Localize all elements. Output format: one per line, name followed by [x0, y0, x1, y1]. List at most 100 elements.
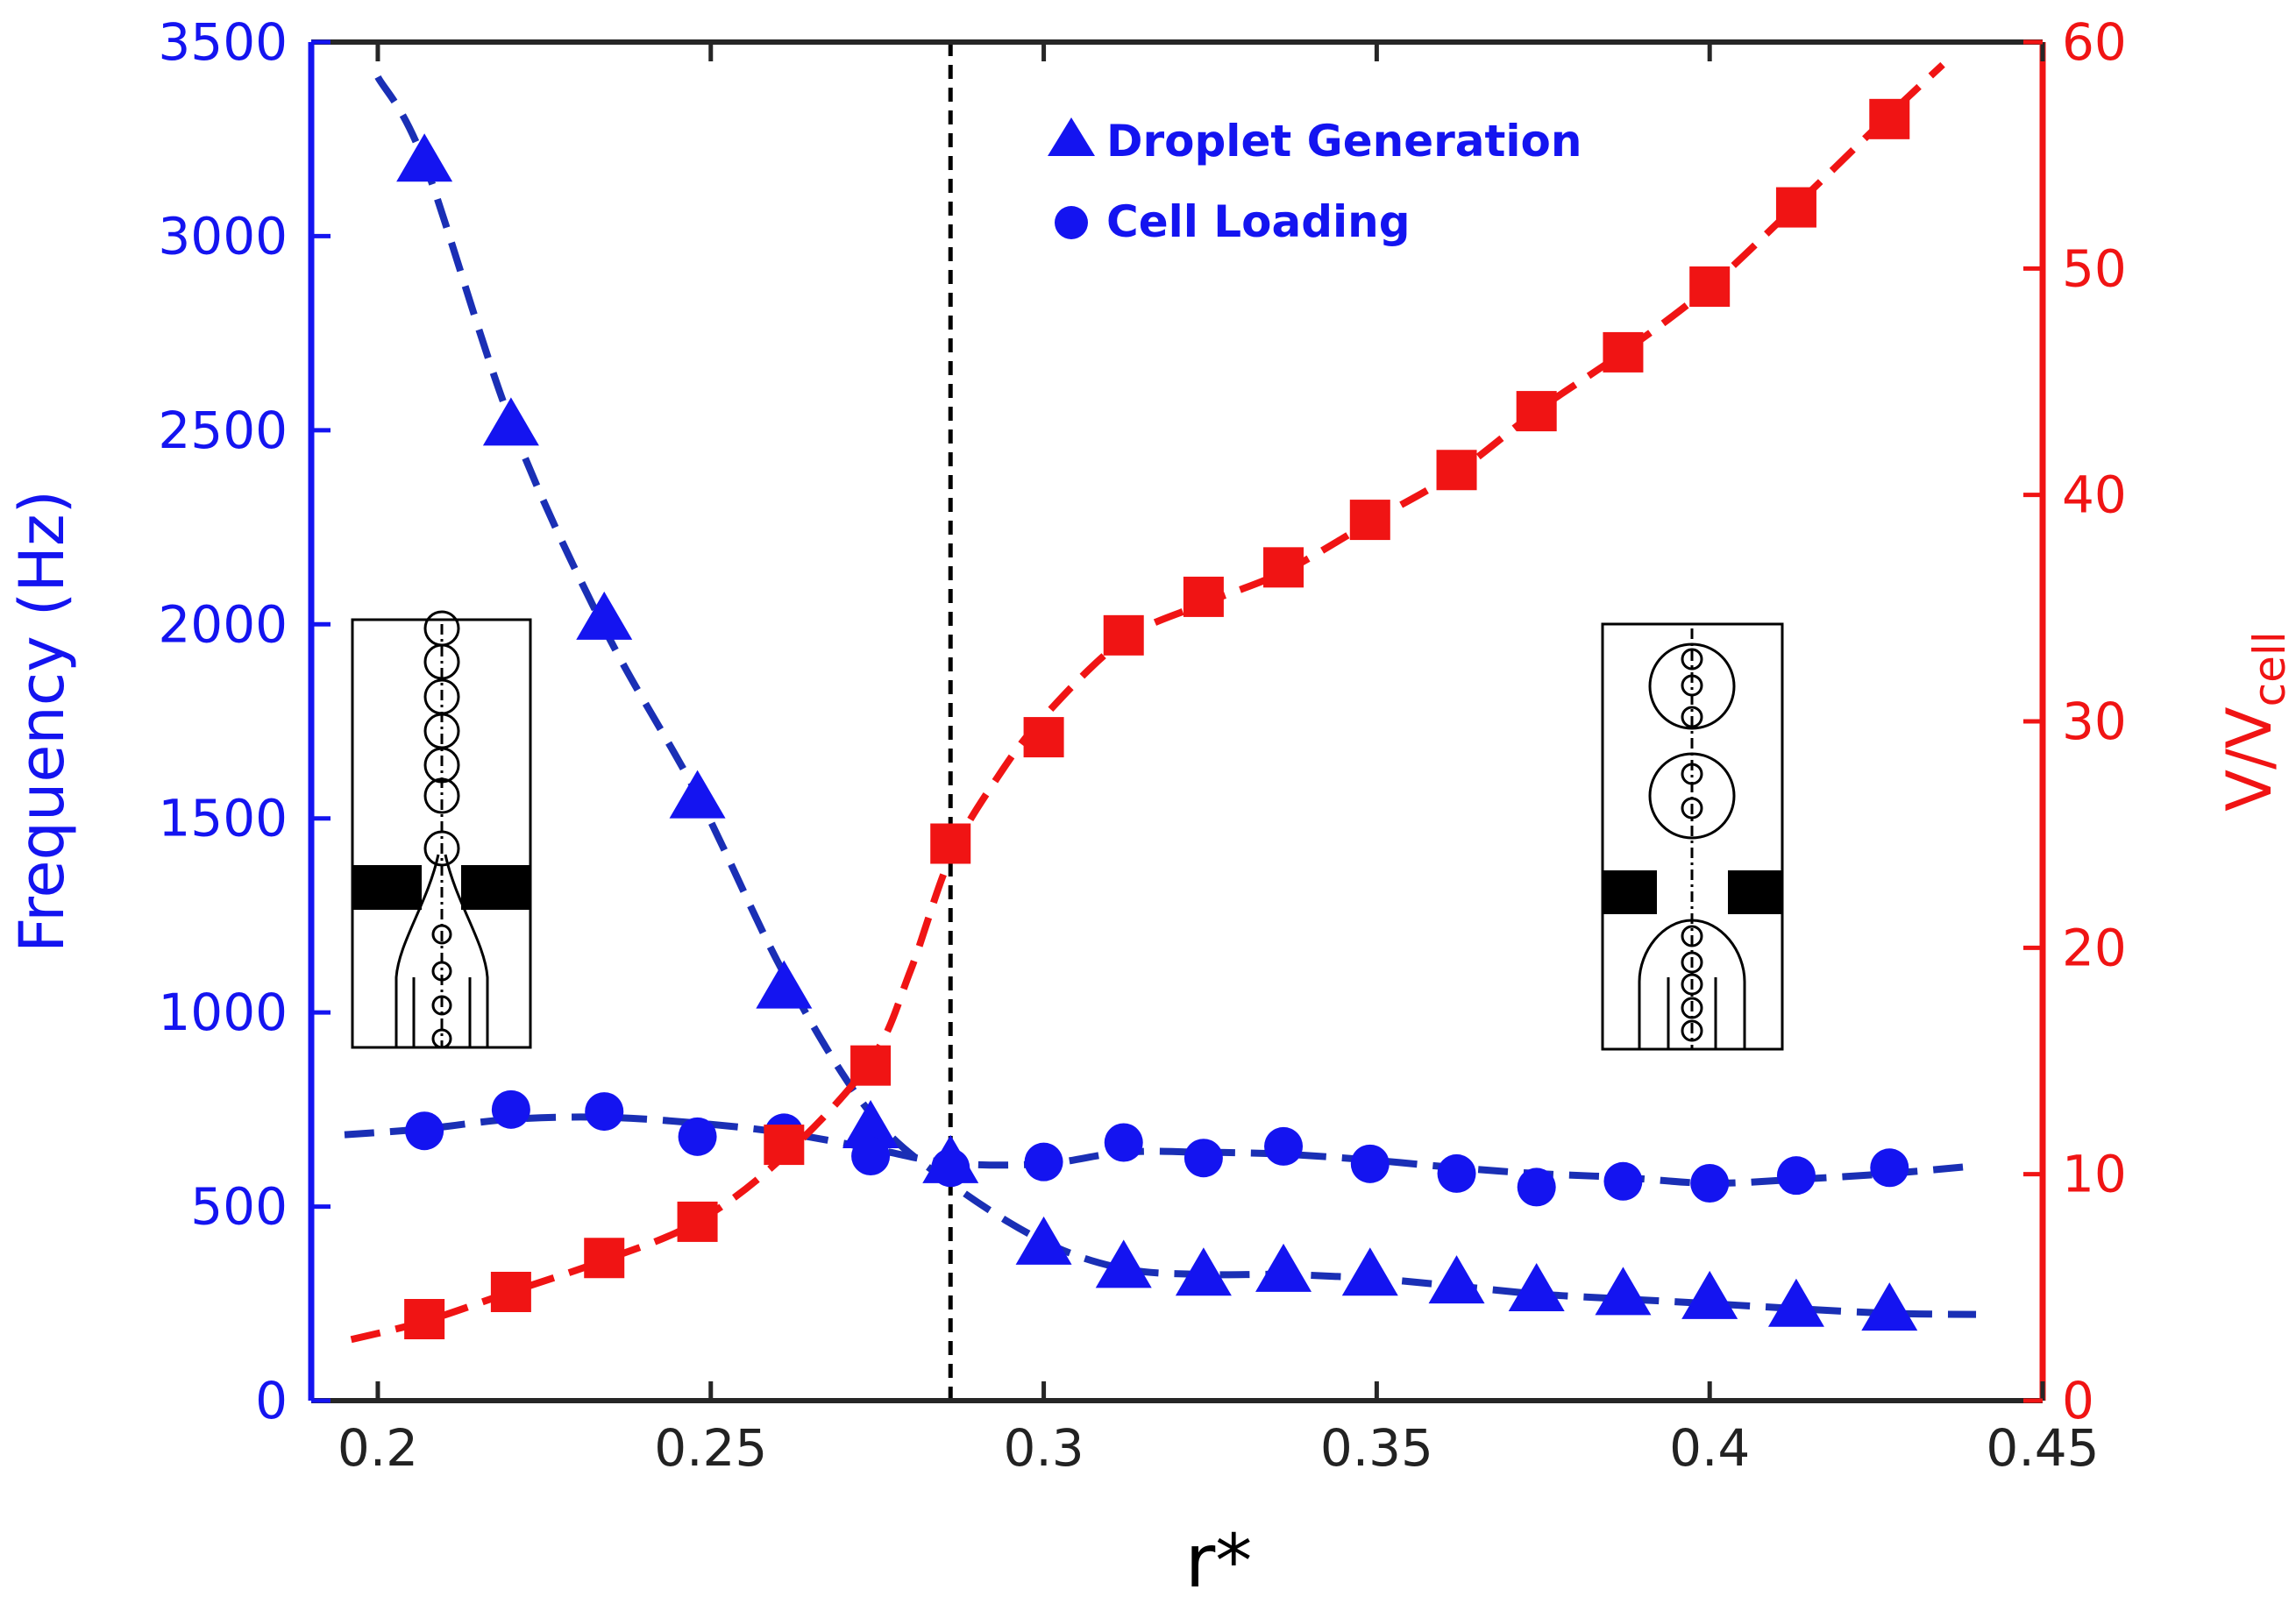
y-left-tick-label: 2000 — [158, 594, 288, 654]
legend-circle-marker — [1055, 206, 1088, 239]
left-inset-nozzle-right — [444, 854, 489, 1047]
y-right-tick-label: 20 — [2062, 918, 2127, 977]
right-inset-cell — [1681, 951, 1703, 974]
left-inset-droplet — [423, 830, 460, 867]
droplet-generation-point — [1015, 1216, 1072, 1265]
cell-loading-point — [491, 1089, 530, 1129]
left-inset-nozzle-left — [395, 854, 440, 1047]
y-right-axis-title: V/Vcell — [2214, 631, 2295, 811]
left-inset-constriction-left — [352, 865, 422, 910]
y-right-axis-title-subscript: cell — [2244, 631, 2295, 706]
y-left-tick-label: 3000 — [158, 206, 288, 266]
right-inset-constriction-right — [1728, 870, 1782, 914]
left-inset-cell — [431, 924, 452, 945]
droplet-generation-point — [1861, 1282, 1918, 1331]
volume-ratio-point — [1516, 391, 1557, 432]
x-tick-label: 0.25 — [654, 1418, 767, 1478]
left-inset-droplet — [423, 643, 460, 680]
droplet-generation-point — [396, 133, 453, 182]
volume-ratio-point — [1023, 717, 1064, 758]
y-left-axis-title: Frequency (Hz) — [6, 490, 78, 953]
y-right-tick-label: 0 — [2062, 1371, 2094, 1430]
volume-ratio-point — [584, 1238, 625, 1279]
y-left-tick-label: 3500 — [158, 12, 288, 72]
y-right-tick-labels: 0 10 20 30 40 50 60 — [2062, 12, 2127, 1430]
cell-loading-point — [1350, 1144, 1390, 1183]
cell-loading-point — [1437, 1153, 1476, 1193]
right-inset-droplet — [1648, 752, 1736, 840]
droplet-generation-point — [842, 1100, 899, 1148]
volume-ratio-point — [404, 1299, 445, 1339]
left-inset-cell — [431, 995, 452, 1016]
left-inset-droplet — [423, 777, 460, 814]
droplet-generation-point — [1595, 1267, 1652, 1316]
left-inset-droplet — [423, 747, 460, 784]
right-inset-cell — [1681, 973, 1703, 996]
volume-ratio-point — [764, 1125, 805, 1166]
y-right-tick-label: 50 — [2062, 238, 2127, 298]
cell-loading-point — [585, 1092, 624, 1132]
right-inset-constriction-left — [1603, 870, 1657, 914]
x-tick-labels: 0.2 0.25 0.3 0.35 0.4 0.45 — [338, 1418, 2100, 1478]
droplet-generation-point — [1508, 1263, 1565, 1311]
droplet-generation-point — [1767, 1278, 1824, 1327]
cell-loading-point — [851, 1137, 891, 1175]
y-right-tick-label: 10 — [2062, 1145, 2127, 1204]
y-left-tick-label: 2500 — [158, 401, 288, 460]
droplet-generation-point — [1341, 1247, 1398, 1296]
x-tick-label: 0.4 — [1669, 1418, 1750, 1478]
cell-loading-point — [1776, 1156, 1816, 1196]
right-inset-cell — [1681, 674, 1703, 697]
right-inset-cell — [1681, 925, 1703, 947]
x-tick-label: 0.35 — [1320, 1418, 1433, 1478]
volume-ratio-point — [1689, 266, 1731, 307]
droplet-generation-point — [1255, 1243, 1312, 1292]
right-inset-cell — [1681, 797, 1703, 820]
legend-triangle-marker — [1048, 117, 1095, 156]
right-inset-schematic — [1601, 622, 1784, 1051]
cell-loading-point — [1690, 1164, 1730, 1203]
right-inset-cell — [1681, 763, 1703, 785]
right-inset-nozzle — [1638, 919, 1746, 1049]
cell-loading-point — [1264, 1126, 1304, 1166]
droplet-generation-point — [576, 591, 633, 640]
volume-ratio-point — [1436, 450, 1477, 491]
droplet-generation-point — [756, 960, 813, 1009]
y-right-axis-title-main: V/V — [2214, 706, 2285, 811]
volume-ratio-point — [677, 1201, 718, 1242]
right-inset-cell — [1681, 648, 1703, 671]
cell-loading-point — [405, 1111, 444, 1151]
cell-loading-point — [1104, 1123, 1143, 1162]
legend-droplet-label: Droplet Generation — [1106, 116, 1582, 167]
volume-ratio-point — [850, 1045, 892, 1086]
cell-loading-point — [678, 1117, 717, 1156]
x-axis-title: r* — [1185, 1518, 1253, 1604]
droplet-generation-point — [1681, 1270, 1738, 1319]
right-inset-cell — [1681, 1019, 1703, 1042]
y-left-tick-labels: 0 500 1000 1500 2000 2500 3000 3500 — [158, 12, 288, 1430]
left-inset-cell — [431, 961, 452, 982]
volume-ratio-point — [1103, 614, 1144, 656]
droplet-generation-point — [1175, 1247, 1232, 1296]
volume-ratio-point — [1183, 576, 1224, 617]
volume-ratio-point — [930, 823, 971, 864]
fit-curve-volume-ratio — [350, 61, 1945, 1344]
volume-ratio-point — [490, 1272, 531, 1312]
droplet-generation-point — [669, 770, 726, 819]
y-right-tick-label: 30 — [2062, 692, 2127, 751]
legend: Droplet Generation Cell Loading — [1048, 116, 1582, 247]
y-right-tick-label: 60 — [2062, 12, 2127, 72]
cell-loading-point — [1184, 1139, 1223, 1178]
cell-loading-point — [931, 1148, 970, 1188]
right-inset-droplet — [1648, 642, 1736, 730]
volume-ratio-point — [1869, 98, 1910, 139]
legend-cell-label: Cell Loading — [1106, 196, 1411, 247]
y-left-tick-label: 1000 — [158, 983, 288, 1042]
left-inset-constriction-right — [461, 865, 530, 910]
x-tick-label: 0.2 — [338, 1418, 418, 1478]
droplet-generation-point — [1095, 1239, 1152, 1288]
y-left-tick-label: 1500 — [158, 789, 288, 848]
volume-ratio-point — [1349, 500, 1390, 541]
volume-ratio-point — [1263, 547, 1304, 588]
